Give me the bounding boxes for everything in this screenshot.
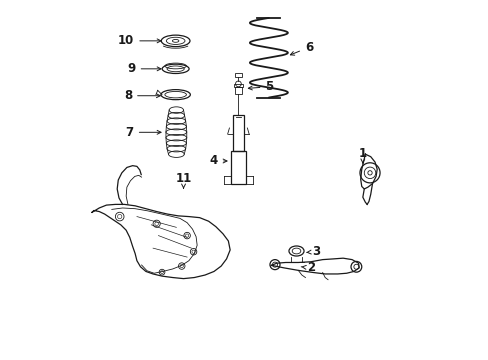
Bar [235,73,241,77]
Text: 6: 6 [290,41,312,55]
Text: 10: 10 [118,34,161,48]
Text: 4: 4 [209,154,226,167]
Text: 11: 11 [175,172,191,188]
Bar [235,87,241,94]
Text: 7: 7 [125,126,161,139]
Text: 9: 9 [127,62,161,75]
Text: 3: 3 [306,245,320,258]
Bar [233,84,243,87]
Bar [232,116,244,151]
Bar [230,151,246,184]
Text: 1: 1 [358,147,366,163]
Text: 5: 5 [248,80,273,93]
Text: 2: 2 [301,261,314,274]
Text: 8: 8 [123,89,160,102]
